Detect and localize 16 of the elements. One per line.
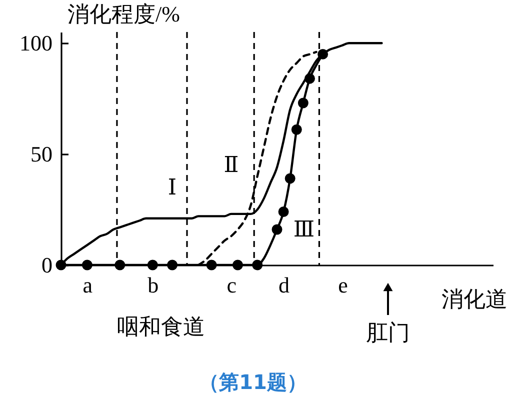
y-tick-label: 0 [42,252,52,278]
series-label: Ⅲ [293,216,315,242]
x-tick-label: e [338,272,348,298]
series-label: Ⅰ [168,174,177,200]
y-axis-title: 消化程度/% [68,2,180,26]
y-tick-label: 100 [20,30,52,56]
y-tick-label: 50 [30,142,52,167]
x-tick-label: a [82,272,93,298]
x-axis-title: 消化道 [442,286,507,312]
x-tick-label: d [278,272,290,298]
x-tick-label: b [148,272,159,298]
series-label: Ⅱ [224,152,239,178]
x-tick-label: c [226,272,237,298]
text: 肛门 [366,320,410,345]
text: 咽和食道 [117,314,205,339]
text: （第11题） [199,370,307,394]
